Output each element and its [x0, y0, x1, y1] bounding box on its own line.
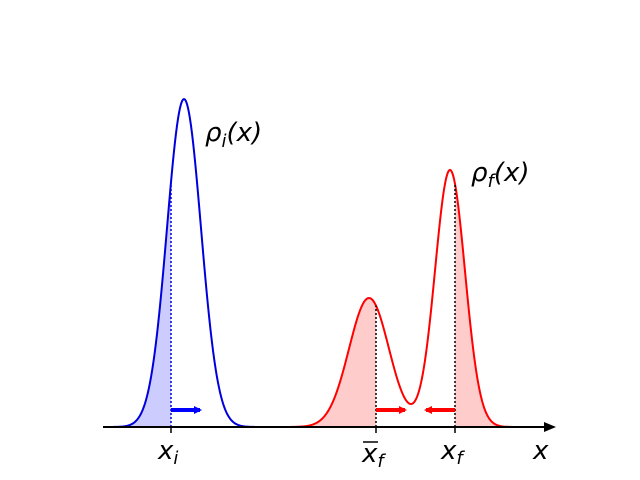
blue-fill: [103, 182, 171, 427]
xi-label: xi: [157, 436, 178, 469]
rho-f-label: ρf(x): [471, 158, 530, 192]
xf-label: xf: [440, 436, 465, 469]
rho-i-label: ρi(x): [205, 118, 262, 152]
rho-i-curve: [102, 97, 266, 428]
red-fill-left: [290, 298, 376, 427]
axis-label: x: [532, 436, 549, 466]
red-fill-right: [455, 183, 520, 427]
xbarf-label: xf: [361, 439, 386, 472]
rho-f-curve: [289, 168, 521, 428]
